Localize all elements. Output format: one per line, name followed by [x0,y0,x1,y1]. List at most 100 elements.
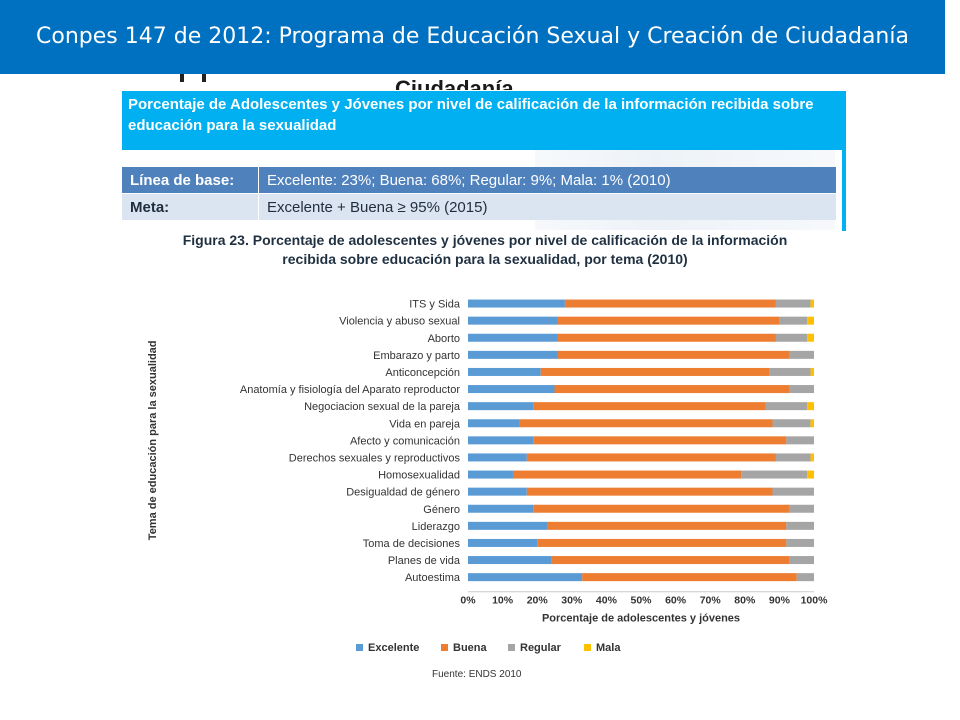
bar-segment [468,367,541,376]
bar-segment [533,504,790,513]
x-tick-label: 30% [561,595,583,607]
legend-swatch [584,644,591,651]
bar-segment [468,538,538,547]
baseline-value: Excelente: 23%; Buena: 68%; Regular: 9%;… [258,167,836,194]
slide-title: Conpes 147 de 2012: Programa de Educació… [0,0,945,74]
bar-segment [540,367,770,376]
legend: Excelente Buena Regular Mala [356,642,621,654]
x-tick-label: 80% [734,595,756,607]
x-tick-labels: 0% 10% 20% 30% 40% 50% 60% 70% 80% 90% 100% [460,595,828,607]
indicator-title: Porcentaje de Adolescentes y Jóvenes por… [122,91,842,150]
bar-segment [772,487,814,496]
x-tick-label: 0% [460,595,476,607]
indicator-side-strip [842,91,846,231]
bar-segment [468,436,534,445]
bar-segment [810,453,814,462]
bar-segment [557,316,780,325]
ghost-letter-fragment [180,74,206,82]
bar-segment [468,504,534,513]
bar-segment [769,367,811,376]
category-label: Género [423,504,460,516]
bar-segment [526,453,776,462]
bar-segment [786,521,814,530]
bar-segment [810,419,814,428]
stacked-bar-chart: ITS y Sida Violencia y abuso sexual Aborto… [147,299,828,680]
bar-segment [537,538,787,547]
bar-segment [468,402,534,411]
figure-caption: Figura 23. Porcentaje de adolescentes y … [122,231,848,269]
category-label: Planes de vida [388,555,461,567]
bar-segment [468,299,565,308]
goal-label: Meta: [122,193,259,220]
bar-segment [775,299,811,308]
category-label: Violencia y abuso sexual [339,316,460,328]
category-label: Aborto [428,333,460,345]
bar-segment [582,573,797,582]
x-axis-label: Porcentaje de adolescentes y jóvenes [542,613,740,625]
bar-segment [554,385,790,394]
bar-segment [468,521,548,530]
bar-segment [526,487,773,496]
bar-segment [786,538,814,547]
bar-segment [810,299,814,308]
x-tick-label: 20% [527,595,549,607]
category-label: Derechos sexuales y reproductivos [289,452,461,464]
category-label: Anticoncepción [385,367,460,379]
bar-segment [468,316,558,325]
category-label: Negociacion sexual de la pareja [304,401,461,413]
indicator-table: Línea de base: Excelente: 23%; Buena: 68… [122,167,836,220]
legend-label: Regular [520,642,562,654]
bar-segment [468,419,520,428]
goal-value: Excelente + Buena ≥ 95% (2015) [258,193,836,220]
category-label: Embarazo y parto [373,350,460,362]
source-note: Fuente: ENDS 2010 [432,669,522,680]
x-tick-label: 90% [769,595,791,607]
ghost-title: Ciudadanía [395,76,514,90]
bar-segment [468,573,583,582]
category-label: Homosexualidad [378,470,460,482]
baseline-row: Línea de base: Excelente: 23%; Buena: 68… [122,167,836,194]
bar-segment [547,521,787,530]
bar-segment [807,402,814,411]
category-label: Desigualdad de género [346,487,460,499]
bar-segment [468,350,558,359]
bar-segment [468,453,527,462]
y-axis-label: Tema de educación para la sexualidad [147,340,159,540]
figure-caption-line1: Figura 23. Porcentaje de adolescentes y … [182,232,788,248]
legend-swatch [441,644,448,651]
legend-label: Buena [453,642,488,654]
bar-segment [789,385,814,394]
bar-segment [533,436,787,445]
category-label: ITS y Sida [409,299,461,311]
bar-segment [807,333,814,342]
bar-segment [779,316,808,325]
x-tick-label: 60% [665,595,687,607]
legend-label: Excelente [368,642,419,654]
category-label: Anatomía y fisiología del Aparato reprod… [240,384,460,396]
bar-segment [807,470,814,479]
bar-segment [775,333,808,342]
x-tick-label: 100% [801,595,829,607]
category-label: Afecto y comunicación [350,435,460,447]
bar-segment [775,453,811,462]
bar-segment [564,299,776,308]
legend-swatch [356,644,363,651]
bar-segment [551,556,790,565]
category-label: Vida en pareja [389,418,461,430]
bar-segment [468,333,558,342]
bar-segment [557,333,776,342]
bar-segment [741,470,808,479]
legend-label: Mala [596,642,621,654]
bar-segment [789,556,814,565]
x-tick-label: 40% [596,595,618,607]
category-label: Autoestima [405,572,461,584]
baseline-label: Línea de base: [122,167,259,194]
x-tick-label: 70% [700,595,722,607]
bar-segment [468,556,552,565]
bar-segment [786,436,814,445]
bar-segment [789,504,814,513]
bar-segment [468,470,513,479]
bar-segment [533,402,766,411]
bar-segment [468,385,555,394]
bar-segment [519,419,773,428]
